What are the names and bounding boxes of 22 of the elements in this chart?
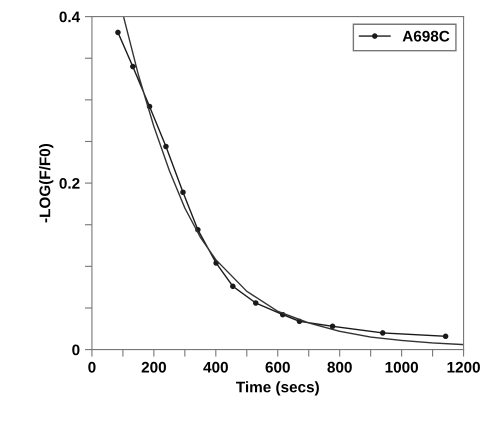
point	[330, 324, 336, 330]
y-axis-title: -LOG(F/F0)	[39, 144, 54, 222]
x-tick-label: 800	[327, 362, 352, 373]
point	[442, 334, 448, 340]
x-tick-label: 600	[266, 362, 290, 373]
point	[180, 189, 186, 196]
point	[230, 284, 236, 290]
x-tick-label: 1000	[386, 362, 418, 373]
point	[252, 300, 259, 306]
y-tick-label: 0	[72, 344, 80, 356]
legend-label: A698C	[402, 30, 450, 42]
y-tick-label: 0.4	[59, 11, 80, 22]
point	[380, 330, 386, 336]
x-axis-title: Time (secs)	[236, 381, 319, 396]
point	[130, 64, 136, 70]
x-tick-label: 0	[88, 362, 96, 373]
x-tick-label: 200	[142, 362, 166, 373]
point	[163, 144, 169, 150]
x-tick-label: 1200	[448, 362, 480, 373]
y-tick-label: 0.2	[59, 178, 80, 189]
point	[115, 30, 121, 36]
x-tick-label: 400	[203, 362, 228, 373]
